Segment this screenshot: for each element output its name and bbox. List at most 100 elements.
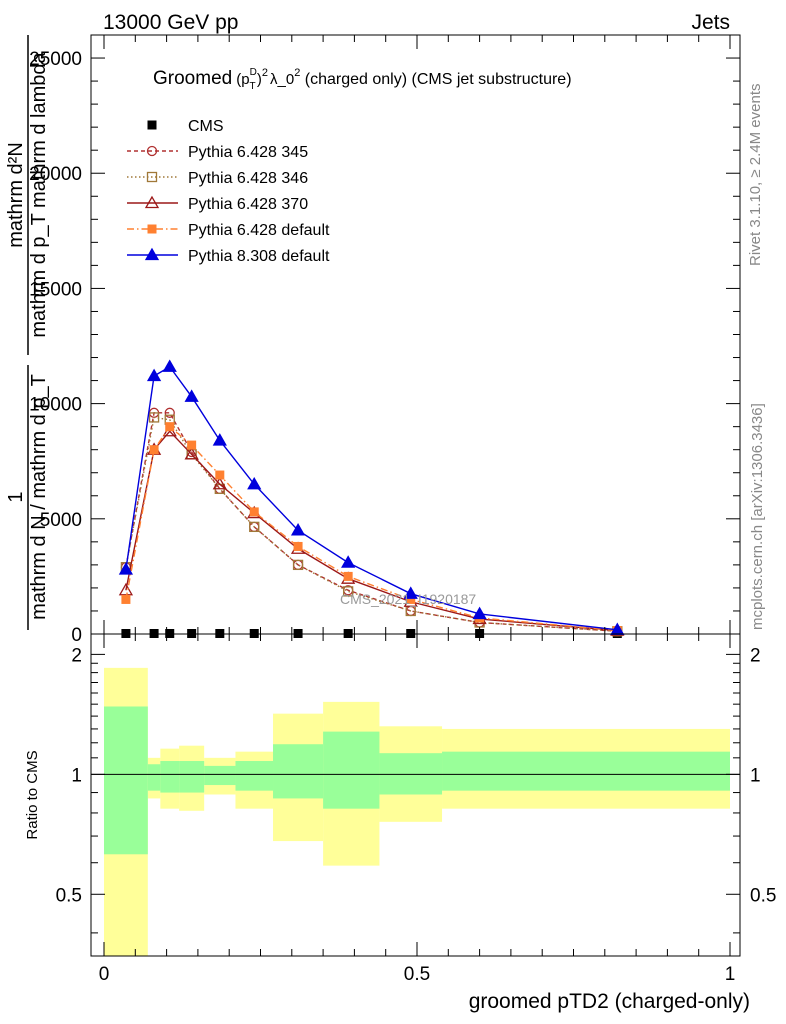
ratio-ytick-label-right: 2 [750,645,761,666]
title-sub: T [250,81,256,92]
ratio-frame [90,633,741,957]
legend-marker [146,171,158,183]
series-point [472,606,487,620]
ratio-band-inner [204,765,236,786]
series-point [249,521,260,533]
legend-item: Pythia 6.428 345 [127,144,308,161]
main-ytick-label: 5000 [40,510,82,531]
series-point [162,359,177,372]
ratio-band-inner [104,706,148,855]
series-point [187,440,197,450]
series-point [290,523,306,536]
ratio-panel: 0.5 0.5 1 1 2 2 Ratio to CMS 0 0.5 1 groomed pT… [24,633,776,1013]
legend-label: CMS [188,118,224,135]
series-point [293,541,303,551]
title-sup: D [250,67,257,78]
header-left: 13000 GeV pp [103,11,238,34]
title-exp: 2 [262,67,268,79]
ratio-band-inner [160,761,180,793]
title-close: ) [257,71,262,88]
chart-title: Groomed (pTD)2 λ_02 (charged only) (CMS je… [153,67,572,92]
series-point [165,422,175,432]
ylabel-numerator: mathrm d²N [5,142,27,248]
legend: CMS Pythia 6.428 345 Pythia 6.428 346 Pythi… [127,118,330,265]
ratio-ytick-label-right: 1 [750,765,761,786]
ratio-band-inner [442,751,730,791]
series-line [125,416,618,632]
legend-label: Pythia 6.428 default [188,222,330,239]
ratio-bands [104,667,730,956]
xlabel: groomed pTD2 (charged-only) [469,990,750,1013]
series-point [403,586,418,599]
legend-item: Pythia 6.428 346 [127,170,308,187]
series-point [118,582,134,596]
title-p: (p [236,71,249,88]
side-label-rivet: Rivet 3.1.10, ≥ 2.4M events [747,84,764,267]
ratio-band-inner [147,764,161,791]
main-ylabel: 1 mathrm d N / mathrm d p_T mathrm d²N m… [5,35,50,630]
ratio-ytick-label-left: 2 [71,645,82,666]
series-point [148,412,160,423]
series-point [247,476,262,490]
series-point [184,446,199,460]
series-point [146,368,162,382]
series-point [118,562,134,575]
series-point [292,559,304,571]
ratio-band-inner [235,761,274,791]
series-point [342,586,354,597]
series-2 [120,412,623,637]
header-right: Jets [691,11,730,34]
legend-marker [146,145,158,157]
series-point [249,507,259,517]
legend-marker [144,195,160,209]
main-panel: 0 5000 10000 15000 20000 25000 CMS_2021_I1920… [5,34,741,646]
series-point [406,594,416,604]
title-exp2: 2 [294,67,300,79]
series-point [343,571,353,581]
legend-marker [147,120,157,130]
legend-label: Pythia 6.428 345 [188,144,308,161]
series-point [149,445,159,455]
xtick-label: 0 [99,964,110,985]
ylabel-prefactor-den: mathrm d N / mathrm d p_T [28,374,50,620]
series-5 [118,359,625,636]
legend-label: Pythia 8.308 default [188,248,330,265]
ratio-band-inner [273,744,324,799]
main-ytick-label: 25000 [29,49,82,70]
ratio-ytick-label-left: 1 [71,765,82,786]
series-point [212,433,227,446]
legend-item: CMS [147,118,224,135]
series-point [215,470,225,480]
analysis-watermark: CMS_2021_I1920187 [340,591,476,607]
ratio-ylabel: Ratio to CMS [24,750,41,839]
series-point [121,594,131,604]
xtick-label: 1 [725,964,736,985]
ylabel-prefactor-num: 1 [5,491,27,502]
legend-label: Pythia 6.428 370 [188,196,308,213]
legend-item: Pythia 6.428 370 [127,195,308,213]
ratio-band-inner [179,761,205,793]
legend-label: Pythia 6.428 346 [188,170,308,187]
title-lambda: λ_0 [270,71,294,88]
legend-item: Pythia 8.308 default [127,247,330,265]
title-groomed: Groomed [153,68,232,89]
legend-marker [147,224,157,234]
ylabel-denominator: mathrm d p_T mathrm d lambda [28,51,50,337]
ratio-band-inner [323,731,380,809]
ratio-ytick-label-right: 0.5 [750,885,776,906]
series-point [164,407,175,418]
legend-marker [144,247,160,261]
main-curves [118,359,625,638]
series-point [341,555,356,568]
legend-item: Pythia 6.428 default [127,222,330,239]
main-ytick-label: 10000 [29,395,82,416]
title-tail: (charged only) (CMS jet substructure) [300,71,571,88]
ratio-ytick-label-left: 0.5 [56,885,82,906]
main-ytick-label: 15000 [29,279,82,300]
series-point [212,476,227,490]
main-ytick-label: 20000 [29,164,82,185]
main-ytick-label: 0 [71,625,82,646]
series-point [184,389,199,402]
side-label-mcplots: mcplots.cern.ch [arXiv:1306.3436] [749,403,766,630]
